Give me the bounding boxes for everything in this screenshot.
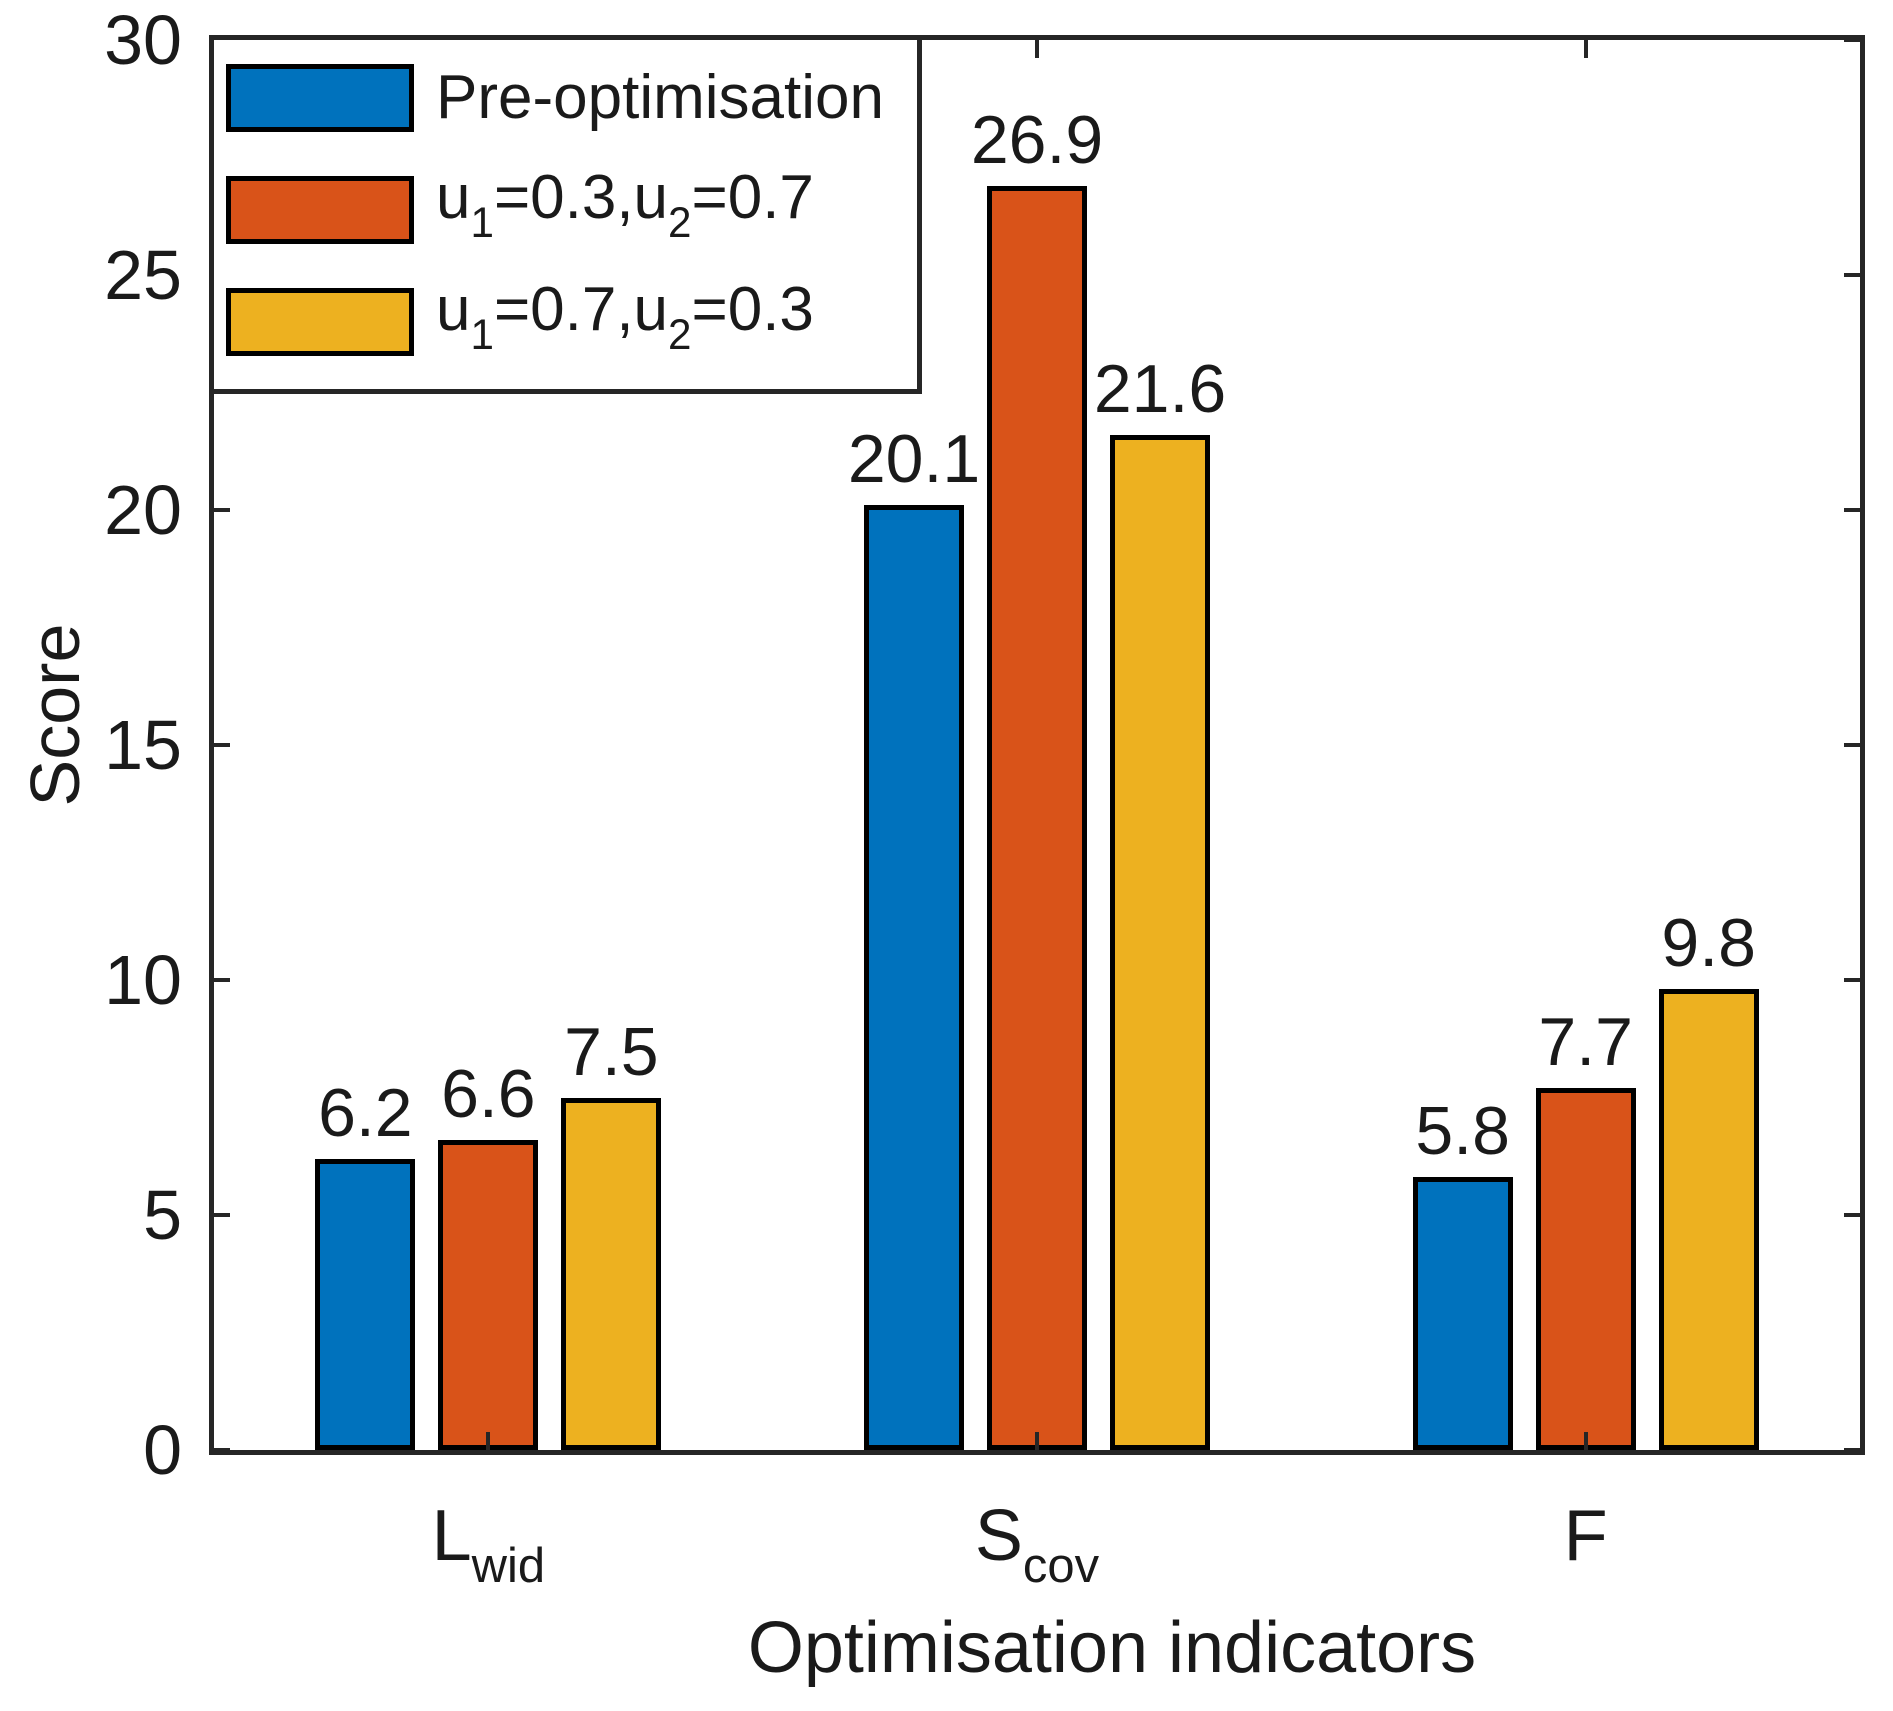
legend-item: u1=0.7,u2=0.3	[214, 275, 917, 357]
x-tick-mark-top	[1583, 40, 1588, 58]
legend-swatch	[226, 64, 414, 132]
subscript: cov	[1022, 1539, 1100, 1594]
x-tick-mark-bottom	[1035, 1432, 1039, 1450]
legend-label: Pre-optimisation	[436, 63, 884, 132]
legend-item: Pre-optimisation	[214, 64, 917, 132]
subscript: 2	[668, 198, 692, 246]
bar-value-label: 9.8	[1661, 905, 1756, 982]
y-tick-label: 25	[104, 236, 182, 314]
bar-value-label: 20.1	[847, 421, 981, 498]
legend-label: u1=0.7,u2=0.3	[436, 274, 814, 358]
y-tick-mark-right	[1844, 508, 1860, 512]
bar-value-label: 26.9	[970, 101, 1104, 178]
bar	[987, 185, 1087, 1450]
x-tick-mark-bottom	[1583, 1432, 1588, 1450]
legend: Pre-optimisation u1=0.3,u2=0.7 u1=0.7,u2=0…	[209, 35, 922, 394]
y-tick-label: 15	[104, 706, 182, 784]
subscript: 2	[668, 310, 692, 358]
subscript: 1	[470, 198, 494, 246]
y-tick-mark-left	[214, 508, 230, 512]
bar-value-label: 6.6	[441, 1055, 536, 1132]
bar-value-label: 6.2	[318, 1074, 413, 1151]
y-tick-label: 30	[104, 1, 182, 79]
subscript: 1	[470, 310, 494, 358]
bar	[438, 1139, 539, 1450]
x-tick-mark-top	[1035, 40, 1039, 58]
y-tick-mark-left	[214, 1213, 230, 1217]
x-tick-label: Scov	[974, 1496, 1100, 1594]
legend-item: u1=0.3,u2=0.7	[214, 163, 917, 245]
y-tick-mark-left	[214, 743, 230, 747]
x-tick-label: Lwid	[431, 1496, 546, 1594]
x-axis-label: Optimisation indicators	[747, 1608, 1477, 1688]
bar	[561, 1097, 662, 1450]
bar	[864, 505, 964, 1450]
y-tick-mark-right	[1844, 38, 1860, 42]
y-tick-mark-right	[1844, 1213, 1860, 1217]
y-tick-label: 10	[104, 941, 182, 1019]
bar-value-label: 7.5	[564, 1013, 659, 1090]
y-tick-label: 5	[143, 1176, 182, 1254]
y-tick-mark-right	[1844, 1448, 1860, 1452]
x-tick-label: F	[1563, 1496, 1608, 1576]
y-tick-mark-right	[1844, 743, 1860, 747]
bar	[315, 1158, 416, 1450]
bar-value-label: 21.6	[1093, 350, 1227, 427]
y-tick-label: 20	[104, 471, 182, 549]
bar	[1110, 434, 1210, 1450]
bar	[1658, 989, 1759, 1450]
bar-value-label: 5.8	[1415, 1093, 1510, 1170]
bar	[1535, 1088, 1636, 1450]
y-tick-mark-left	[214, 1448, 230, 1452]
y-tick-mark-right	[1844, 978, 1860, 982]
legend-swatch	[226, 176, 414, 244]
x-tick-mark-bottom	[486, 1432, 491, 1450]
legend-label: u1=0.3,u2=0.7	[436, 162, 814, 246]
bar-value-label: 7.7	[1538, 1004, 1633, 1081]
y-tick-mark-left	[214, 978, 230, 982]
y-tick-mark-right	[1844, 273, 1860, 277]
subscript: wid	[471, 1539, 546, 1594]
legend-swatch	[226, 288, 414, 356]
y-tick-label: 0	[143, 1411, 182, 1489]
bar	[1412, 1177, 1513, 1450]
